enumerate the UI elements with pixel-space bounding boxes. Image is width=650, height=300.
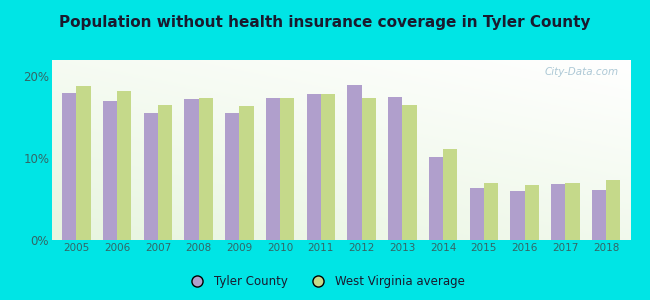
Bar xyxy=(361,98,376,240)
Bar xyxy=(117,91,131,240)
Bar xyxy=(551,184,566,240)
Bar xyxy=(592,190,606,240)
Bar xyxy=(388,97,402,240)
Bar xyxy=(266,98,280,240)
Bar xyxy=(484,183,498,240)
Bar xyxy=(185,99,199,240)
Bar xyxy=(280,98,294,240)
Bar xyxy=(103,101,117,240)
Bar xyxy=(510,191,525,240)
Bar xyxy=(469,188,484,240)
Bar xyxy=(77,86,91,240)
Legend: Tyler County, West Virginia average: Tyler County, West Virginia average xyxy=(180,270,470,292)
Bar xyxy=(321,94,335,240)
Bar xyxy=(429,157,443,240)
Bar xyxy=(606,180,620,240)
Bar xyxy=(307,94,321,240)
Bar xyxy=(144,113,158,240)
Bar xyxy=(62,93,77,240)
Bar xyxy=(525,185,539,240)
Bar xyxy=(443,149,458,240)
Bar xyxy=(158,105,172,240)
Text: City-Data.com: City-Data.com xyxy=(545,67,619,77)
Bar xyxy=(199,98,213,240)
Bar xyxy=(402,105,417,240)
Bar xyxy=(225,113,239,240)
Bar xyxy=(347,85,361,240)
Bar xyxy=(239,106,254,240)
Bar xyxy=(566,183,580,240)
Text: Population without health insurance coverage in Tyler County: Population without health insurance cove… xyxy=(59,15,591,30)
